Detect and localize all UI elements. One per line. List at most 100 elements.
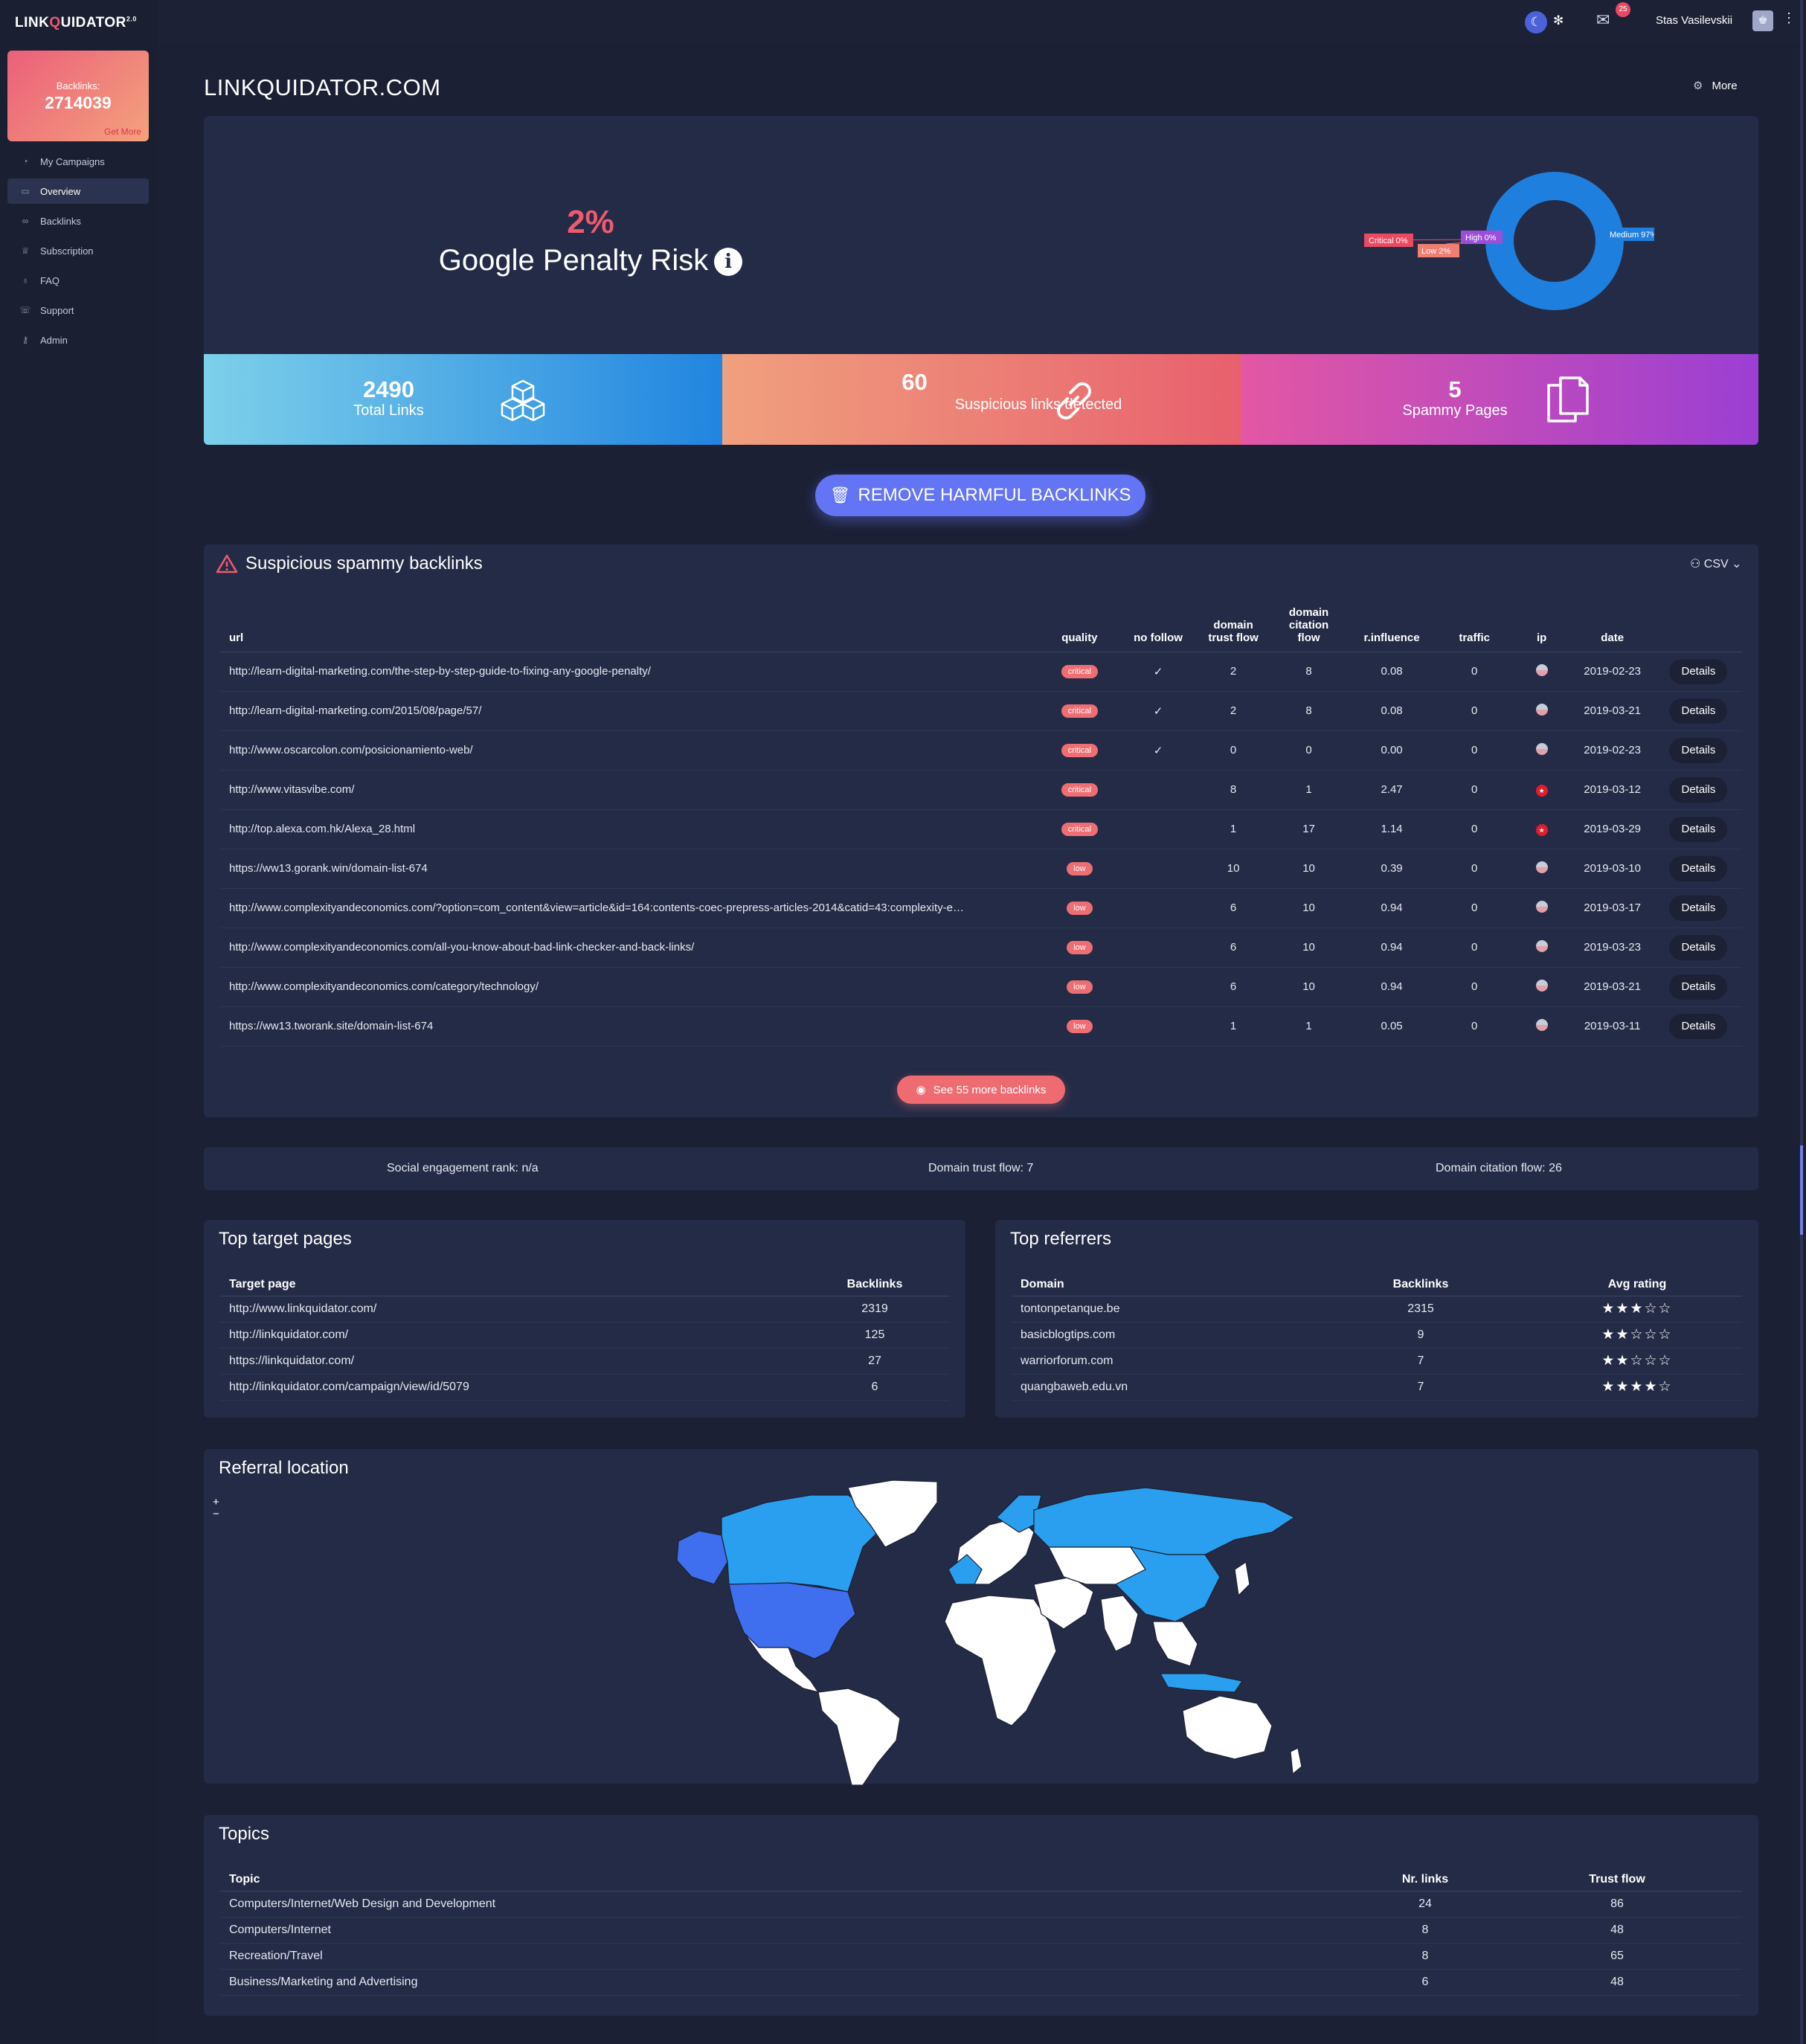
date-value: 2019-02-23 (1569, 730, 1655, 771)
mail-icon[interactable]: ✉ (1596, 10, 1610, 29)
top-referrers-table: Domain Backlinks Avg rating tontonpetanq… (1012, 1269, 1742, 1401)
map-zoom-controls: + − (213, 1497, 219, 1520)
backlink-url[interactable]: http://top.alexa.com.hk/Alexa_28.html (220, 809, 1041, 849)
referrer-domain[interactable]: basicblogtips.com (1012, 1322, 1309, 1349)
details-button[interactable]: Details (1669, 974, 1728, 1000)
domain-trust-flow-value: 6 (1197, 888, 1270, 928)
backlink-url[interactable]: http://www.vitasvibe.com/ (220, 770, 1041, 810)
backlink-url[interactable]: http://www.complexityandeconomics.com/al… (220, 928, 1041, 968)
referrer-domain[interactable]: warriorforum.com (1012, 1348, 1309, 1375)
world-map[interactable] (669, 1473, 1324, 1785)
star-rating-icon: ★★☆☆☆ (1601, 1353, 1673, 1369)
pages-icon (1547, 376, 1589, 422)
target-page-url[interactable]: https://linkquidator.com/ (220, 1348, 800, 1375)
target-page-url[interactable]: http://linkquidator.com/ (220, 1322, 800, 1349)
zoom-in-button[interactable]: + (213, 1496, 219, 1508)
traffic-value: 0 (1435, 691, 1514, 731)
label-low: Low 2% (1421, 247, 1450, 256)
table-header-row: Topic Nr. links Trust flow (220, 1864, 1742, 1892)
col-domain-citation-flow[interactable]: domain citation flow (1269, 592, 1349, 652)
domain-citation-flow-value: 0 (1269, 730, 1349, 771)
backlink-url[interactable]: http://www.oscarcolon.com/posicionamient… (220, 730, 1041, 771)
target-page-url[interactable]: http://www.linkquidator.com/ (220, 1296, 800, 1323)
dark-mode-toggle-icon[interactable]: ☾ (1525, 11, 1547, 33)
domain-citation-flow-value: 10 (1269, 849, 1349, 889)
domain-trust-flow: Domain trust flow: 7 (928, 1162, 1034, 1174)
table-row: http://top.alexa.com.hk/Alexa_28.html cri… (220, 809, 1742, 849)
col-ip[interactable]: ip (1513, 592, 1570, 652)
sidebar-item-admin[interactable]: ⚷ Admin (7, 327, 149, 353)
details-button[interactable]: Details (1669, 934, 1728, 960)
backlink-url[interactable]: http://learn-digital-marketing.com/2015/… (220, 691, 1041, 731)
referrer-domain[interactable]: tontonpetanque.be (1012, 1296, 1309, 1323)
details-button[interactable]: Details (1669, 1013, 1728, 1039)
col-domain-trust-flow[interactable]: domain trust flow (1197, 592, 1270, 652)
avatar[interactable]: ♚ (1752, 10, 1773, 31)
notification-badge: 25 (1616, 2, 1630, 17)
details-button[interactable]: Details (1669, 816, 1728, 842)
domain-citation-flow-value: 1 (1269, 1006, 1349, 1047)
details-button[interactable]: Details (1669, 895, 1728, 921)
col-quality[interactable]: quality (1040, 592, 1119, 652)
table-row: basicblogtips.com 9 ★★☆☆☆ (1012, 1322, 1742, 1349)
col-nofollow[interactable]: no follow (1119, 592, 1198, 652)
referrer-domain[interactable]: quangbaweb.edu.vn (1012, 1374, 1309, 1401)
info-icon[interactable]: i (714, 248, 743, 277)
col-date[interactable]: date (1569, 592, 1655, 652)
col-r-influence[interactable]: r.influence (1348, 592, 1436, 652)
light-mode-icon[interactable]: ✻ (1553, 13, 1564, 28)
app-logo[interactable]: LINKQUIDATOR2.0 (15, 15, 137, 30)
traffic-value: 0 (1435, 967, 1514, 1007)
sidebar-item-faq[interactable]: ♁ FAQ (7, 268, 149, 293)
domain-citation-flow: Domain citation flow: 26 (1436, 1162, 1562, 1174)
map-india (1100, 1595, 1139, 1652)
key-icon: ⚷ (22, 335, 29, 345)
warning-icon (216, 554, 238, 573)
donut-medium-segment (1485, 172, 1624, 310)
backlink-url[interactable]: http://learn-digital-marketing.com/the-s… (220, 652, 1041, 692)
quality-badge: critical (1061, 704, 1098, 718)
backlink-url[interactable]: http://www.complexityandeconomics.com/ca… (220, 967, 1041, 1007)
col-traffic[interactable]: traffic (1435, 592, 1514, 652)
sidebar-item-overview[interactable]: ▭ Overview (7, 179, 149, 204)
table-row: https://ww13.gorank.win/domain-list-674 l… (220, 849, 1742, 889)
sidebar-item-backlinks[interactable]: ∞ Backlinks (7, 208, 149, 234)
rating-cell: ★★★☆☆ (1532, 1296, 1742, 1323)
backlink-url[interactable]: https://ww13.gorank.win/domain-list-674 (220, 849, 1041, 889)
sidebar-item-subscription[interactable]: ♕ Subscription (7, 238, 149, 263)
details-button[interactable]: Details (1669, 777, 1728, 803)
topics-title: Topics (219, 1824, 270, 1844)
zoom-out-button[interactable]: − (213, 1508, 219, 1520)
map-africa (944, 1595, 1057, 1726)
see-more-backlinks-button[interactable]: ◉ See 55 more backlinks (897, 1076, 1065, 1104)
more-button[interactable]: ⚙ More (1693, 80, 1738, 92)
ip-cell (1513, 691, 1570, 731)
csv-export-button[interactable]: ⚇ CSV ⌄ (1690, 558, 1742, 571)
details-button[interactable]: Details (1669, 737, 1728, 763)
col-nr-links: Nr. links (1358, 1864, 1492, 1892)
traffic-value: 0 (1435, 730, 1514, 771)
target-page-url[interactable]: http://linkquidator.com/campaign/view/id… (220, 1374, 800, 1401)
details-button[interactable]: Details (1669, 855, 1728, 881)
user-name[interactable]: Stas Vasilevskii (1656, 14, 1733, 27)
details-button[interactable]: Details (1669, 698, 1728, 724)
penalty-risk-percent: 2% (567, 204, 614, 240)
details-button[interactable]: Details (1669, 658, 1728, 684)
get-more-link[interactable]: Get More (103, 126, 141, 137)
actions-cell: Details (1654, 888, 1742, 928)
backlink-url[interactable]: https://ww13.tworank.site/domain-list-67… (220, 1006, 1041, 1047)
flag-icon (1535, 703, 1548, 716)
scrollbar[interactable] (1800, 0, 1803, 2044)
label-high-bg (1461, 231, 1503, 244)
cubes-icon (501, 379, 545, 422)
sidebar-item-support[interactable]: ☏ Support (7, 298, 149, 323)
rating-cell: ★★☆☆☆ (1532, 1348, 1742, 1375)
star-rating-icon: ★★★☆☆ (1601, 1301, 1673, 1317)
flag-icon (1535, 939, 1548, 952)
scrollbar-thumb[interactable] (1800, 1145, 1803, 1235)
kebab-menu-icon[interactable]: ⋮ (1782, 10, 1796, 25)
col-url[interactable]: url (220, 592, 1041, 652)
remove-harmful-backlinks-button[interactable]: 🗑︎ REMOVE HARMFUL BACKLINKS (815, 475, 1145, 516)
sidebar-item-my-campaigns[interactable]: ◔ My Campaigns (7, 149, 149, 174)
backlink-url[interactable]: http://www.complexityandeconomics.com/?o… (220, 888, 1041, 928)
